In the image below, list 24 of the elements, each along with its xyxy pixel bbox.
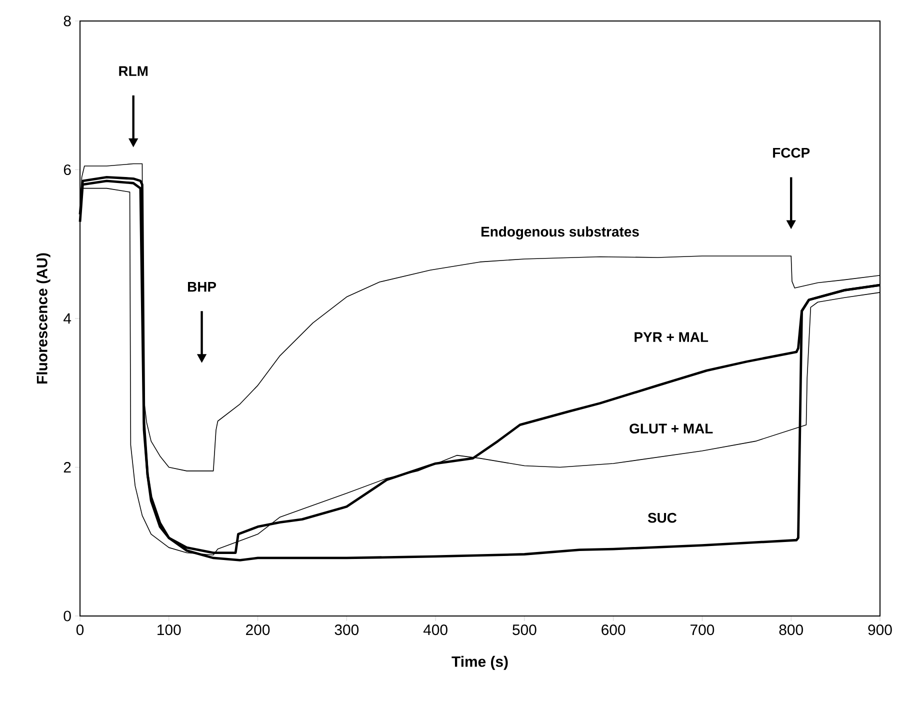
x-tick-label: 100 [158,624,181,636]
series-label: PYR + MAL [634,332,708,342]
y-tick-label: 6 [64,164,71,176]
y-axis-title: Fluorescence (AU) [36,253,50,384]
x-tick-label: 300 [334,624,359,636]
series-label: SUC [648,512,677,523]
x-axis-title: Time (s) [452,656,508,670]
x-tick-label: 900 [868,624,892,636]
series-label: GLUT + MAL [630,424,713,434]
series-label: Endogenous substrates [482,226,639,240]
y-tick-label: 4 [64,313,72,324]
annotation: RLM [119,66,148,76]
annotation: FCCP [773,148,810,158]
x-tick-label: 200 [246,624,270,636]
x-tick-label: 600 [602,624,626,636]
x-tick-label: 0 [76,624,84,636]
x-tick-label: 500 [512,624,536,636]
x-tick-label: 700 [690,624,714,636]
y-tick-label: 2 [64,462,71,472]
y-tick-label: 0 [64,610,71,622]
annotation: BHP [188,282,216,292]
y-tick-label: 8 [64,16,71,26]
x-tick-label: 800 [779,624,803,636]
x-tick-label: 400 [423,624,448,636]
